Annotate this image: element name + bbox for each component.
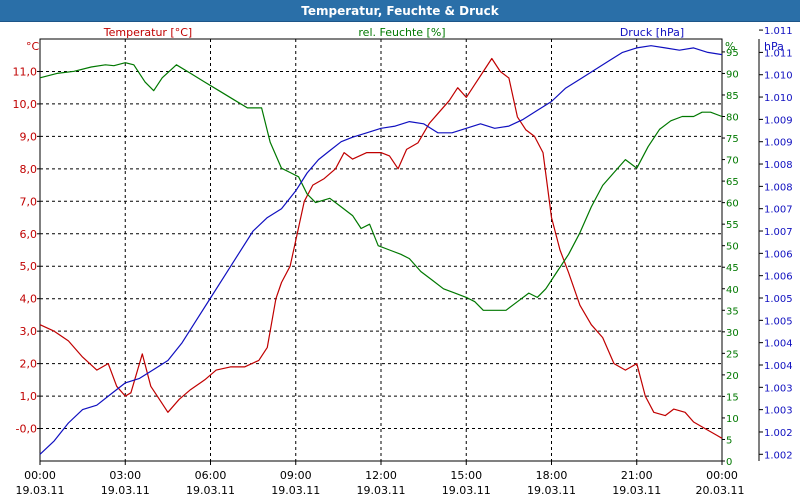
humidity-tick-label: 70 [726,156,739,167]
temperature-unit-label: °C [26,40,40,53]
humidity-tick-label: 35 [726,306,739,317]
x-tick-label-time: 12:00 [365,469,397,482]
humidity-tick-label: 5 [726,435,732,446]
pressure-tick-label: 1.008 [764,160,793,171]
x-tick-label-time: 15:00 [450,469,482,482]
legend-temperature: Temperatur [°C] [103,26,192,39]
x-tick-label-time: 03:00 [109,469,141,482]
temperature-tick-label: 9,0 [20,130,38,143]
temperature-tick-label: 3,0 [20,325,38,338]
pressure-tick-label: 1.005 [764,294,793,305]
pressure-tick-label: 1.004 [764,339,793,350]
x-tick-label-date: 19.03.11 [186,484,235,497]
pressure-tick-label: 1.006 [764,249,793,260]
pressure-tick-label: 1.002 [764,428,793,439]
temperature-tick-label: 8,0 [20,163,38,176]
humidity-unit-label: % [725,40,735,53]
temperature-tick-label: 11,0 [13,65,38,78]
x-tick-label-date: 19.03.11 [271,484,320,497]
temperature-tick-label: 2,0 [20,358,38,371]
pressure-tick-label: 1.007 [764,205,793,216]
pressure-tick-label: 1.011 [764,48,793,59]
x-tick-label-time: 21:00 [621,469,653,482]
temperature-tick-label: 5,0 [20,260,38,273]
humidity-tick-label: 55 [726,220,739,231]
humidity-tick-label: 10 [726,414,739,425]
pressure-tick-label: 1.002 [764,450,793,461]
x-tick-label-date: 19.03.11 [101,484,150,497]
pressure-series-line [39,45,723,455]
humidity-tick-label: 75 [726,134,739,145]
pressure-tick-label: 1.007 [764,227,793,238]
legend-pressure: Druck [hPa] [620,26,684,39]
window-title: Temperatur, Feuchte & Druck [0,0,800,22]
humidity-tick-label: 40 [726,285,739,296]
legend-humidity: rel. Feuchte [%] [358,26,445,39]
pressure-tick-label: 1.010 [764,93,793,104]
x-tick-label-date: 19.03.11 [612,484,661,497]
temperature-series-line [39,57,723,439]
pressure-tick-label: 1.003 [764,383,793,394]
humidity-tick-label: 85 [726,91,739,102]
temperature-tick-label: 10,0 [13,98,38,111]
pressure-tick-label: 1.010 [764,71,793,82]
humidity-series-line [39,62,723,311]
humidity-tick-label: 65 [726,177,739,188]
humidity-tick-label: 45 [726,263,739,274]
pressure-tick-label: 1.004 [764,361,793,372]
x-tick-label-time: 00:00 [706,469,738,482]
x-tick-label-date: 19.03.11 [442,484,491,497]
humidity-tick-label: 15 [726,392,739,403]
pressure-tick-label: 1.009 [764,115,793,126]
humidity-tick-label: 80 [726,113,739,124]
pressure-tick-label: 1.008 [764,182,793,193]
x-tick-label-date: 20.03.11 [696,484,745,497]
humidity-tick-label: 90 [726,69,739,80]
x-tick-label-time: 09:00 [280,469,312,482]
pressure-unit-label: hPa [764,40,784,53]
pressure-tick-label: 1.005 [764,316,793,327]
humidity-tick-label: 0 [726,457,732,468]
temperature-tick-label: 6,0 [20,228,38,241]
humidity-tick-label: 95 [726,48,739,59]
pressure-tick-label: 1.011 [764,26,793,37]
x-tick-label-date: 19.03.11 [527,484,576,497]
temperature-tick-label: 7,0 [20,195,38,208]
x-tick-label-date: 19.03.11 [357,484,406,497]
pressure-tick-label: 1.006 [764,272,793,283]
x-tick-label-time: 06:00 [195,469,227,482]
humidity-tick-label: 25 [726,349,739,360]
humidity-tick-label: 60 [726,199,739,210]
temperature-tick-label: 1,0 [20,390,38,403]
temperature-tick-label: -0,0 [16,423,37,436]
temperature-tick-label: 4,0 [20,293,38,306]
pressure-tick-label: 1.009 [764,138,793,149]
x-tick-label-time: 00:00 [24,469,56,482]
humidity-tick-label: 30 [726,328,739,339]
humidity-tick-label: 50 [726,242,739,253]
x-tick-label-date: 19.03.11 [16,484,65,497]
x-tick-label-time: 18:00 [536,469,568,482]
pressure-tick-label: 1.003 [764,406,793,417]
humidity-tick-label: 20 [726,371,739,382]
